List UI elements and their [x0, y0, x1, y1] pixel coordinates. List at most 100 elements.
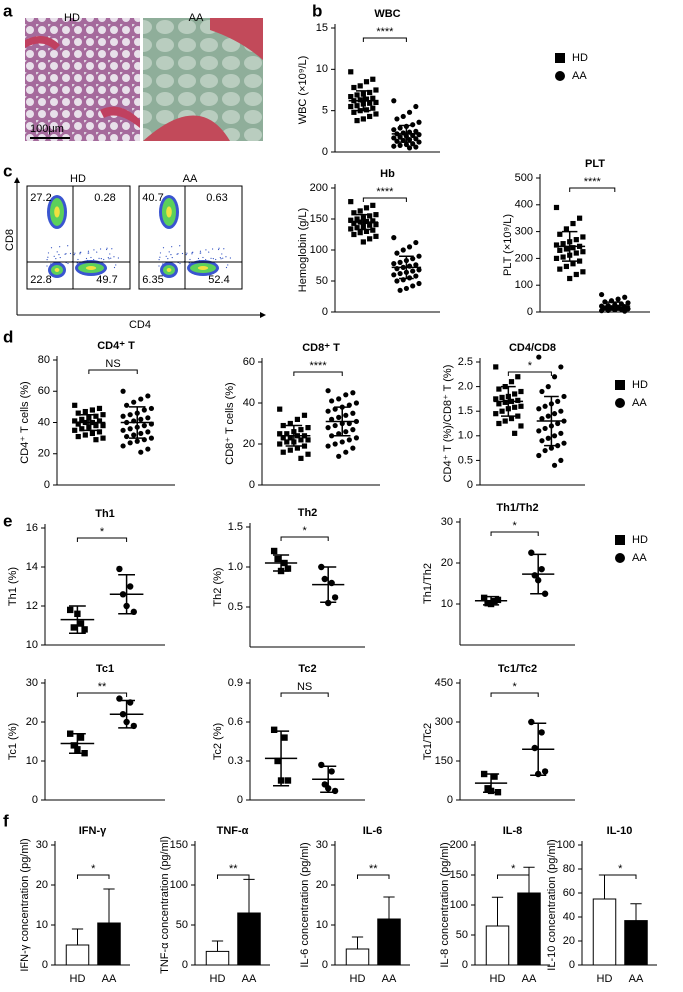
flow-dot: [199, 252, 201, 254]
point: [580, 249, 586, 255]
sd-bar: [399, 124, 414, 143]
sd-bar: [285, 424, 303, 447]
y-tick-label: 100: [515, 279, 533, 291]
histology: 100μm HD AA: [25, 12, 263, 141]
flow-dot: [210, 257, 212, 259]
point: [625, 300, 631, 306]
bar: [517, 892, 541, 966]
flow-dot: [59, 246, 61, 248]
y-tick-label: 400: [515, 199, 533, 211]
flow-dot: [77, 258, 79, 261]
sd-bar: [118, 574, 135, 615]
point: [331, 594, 339, 601]
point: [354, 216, 360, 222]
point: [561, 393, 567, 400]
point: [350, 390, 356, 396]
point: [67, 606, 74, 614]
point: [363, 205, 370, 211]
point: [397, 270, 403, 277]
flow-dot: [98, 257, 100, 259]
point: [391, 135, 397, 141]
significance: *: [511, 863, 516, 875]
error-bar: [243, 878, 255, 913]
point: [367, 100, 373, 106]
point: [96, 405, 103, 412]
point: [354, 117, 360, 124]
legend-label: AA: [632, 552, 647, 564]
legend-marker: [555, 71, 565, 81]
y-tick-label: 0: [322, 146, 328, 158]
point: [518, 403, 524, 409]
point: [127, 412, 133, 418]
bar: [97, 922, 121, 966]
point: [394, 278, 400, 284]
point: [93, 437, 99, 443]
flow-dot: [177, 253, 179, 255]
flow-dot: [215, 258, 217, 261]
point: [622, 294, 628, 300]
chart-title: IL-6: [363, 825, 383, 837]
significance: ****: [376, 26, 394, 38]
y-tick-label: 80: [38, 354, 50, 366]
point: [354, 92, 360, 98]
quadrant-value: 0.63: [206, 192, 227, 204]
y-tick-label: 50: [176, 919, 188, 931]
point: [79, 426, 85, 432]
flow-dot: [46, 265, 48, 267]
point: [406, 137, 413, 143]
legend-marker: [615, 398, 625, 408]
point: [515, 374, 521, 380]
point: [131, 432, 137, 438]
flow-dot: [159, 256, 161, 258]
bar: [485, 925, 510, 966]
point: [145, 429, 151, 435]
point: [493, 396, 499, 402]
y-axis-label: Th2 (%): [212, 567, 224, 606]
significance: NS: [105, 358, 120, 370]
flow-dot: [167, 258, 169, 260]
point: [397, 134, 403, 140]
point: [138, 396, 144, 402]
point: [127, 426, 133, 432]
chart-title: Th1: [95, 508, 115, 520]
image-label: AA: [189, 12, 204, 24]
point: [138, 430, 144, 437]
significance: *: [100, 526, 105, 538]
point: [394, 116, 400, 122]
flow-dot: [74, 252, 76, 254]
point: [406, 244, 413, 250]
x-tick-label: HD: [70, 973, 86, 985]
point: [363, 79, 370, 85]
y-tick-label: 0.5: [228, 601, 243, 613]
point: [274, 757, 281, 765]
point: [558, 430, 564, 436]
point: [148, 405, 154, 412]
y-axis-label: Hemoglobin (g/L): [297, 208, 309, 292]
flow-dot: [76, 262, 78, 264]
bar: [65, 944, 90, 966]
point: [301, 443, 308, 449]
point: [580, 269, 586, 275]
point: [138, 449, 144, 455]
point: [357, 208, 363, 214]
point: [336, 414, 342, 420]
y-tick-label: 0.9: [228, 677, 243, 689]
bar: [345, 948, 370, 966]
significance: *: [512, 681, 517, 693]
point: [542, 403, 548, 409]
point: [416, 253, 422, 259]
panel-label: b: [312, 1, 322, 20]
y-tick-label: 0: [462, 959, 468, 971]
flow-dot: [225, 266, 228, 269]
point: [615, 296, 621, 302]
y-axis-label: Tc1 (%): [7, 723, 19, 760]
flow-density: [197, 266, 209, 270]
point: [536, 354, 542, 360]
point: [518, 388, 524, 395]
y-tick-label: 0.3: [228, 755, 243, 767]
flow-xlabel: CD4: [129, 319, 151, 331]
point: [512, 404, 518, 410]
point: [100, 423, 106, 429]
flow-dot: [99, 248, 102, 250]
sd-bar: [356, 90, 371, 112]
